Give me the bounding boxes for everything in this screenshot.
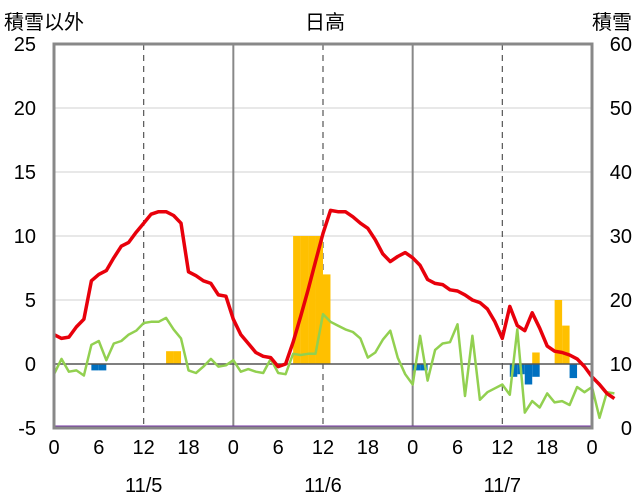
blue-bar — [91, 364, 99, 371]
y-left-tick-label: 20 — [14, 98, 36, 120]
x-tick-label: 6 — [273, 437, 284, 459]
x-tick-label: 0 — [407, 437, 418, 459]
blue-bar — [98, 364, 107, 371]
y-right-tick-label: 50 — [610, 98, 632, 120]
y-left-tick-label: 0 — [25, 354, 36, 376]
date-label: 11/5 — [125, 475, 162, 497]
x-tick-label: 12 — [491, 437, 513, 459]
date-label: 11/7 — [484, 475, 521, 497]
y-right-tick-label: 0 — [621, 418, 632, 440]
x-tick-label: 0 — [48, 437, 59, 459]
plot-frame — [52, 42, 594, 430]
orange-bar — [532, 352, 540, 364]
y-left-tick-label: 15 — [14, 162, 36, 184]
y-left-tick-label: 25 — [14, 34, 36, 56]
y-left-tick-label: -5 — [18, 418, 36, 440]
x-tick-label: 6 — [452, 437, 463, 459]
orange-bar — [554, 300, 563, 364]
chart-title: 日高 — [305, 12, 345, 34]
orange-bar — [166, 351, 174, 364]
x-tick-label: 12 — [312, 437, 334, 459]
right-axis-title: 積雪 — [592, 12, 632, 34]
blue-bar — [420, 364, 428, 371]
x-tick-label: 18 — [357, 437, 379, 459]
y-right-tick-label: 30 — [610, 226, 632, 248]
orange-bar — [315, 236, 323, 364]
orange-bar — [308, 236, 316, 364]
x-tick-label: 0 — [586, 437, 597, 459]
x-tick-label: 18 — [536, 437, 558, 459]
y-left-tick-label: 5 — [25, 290, 36, 312]
date-label: 11/6 — [304, 475, 341, 497]
y-right-tick-label: 40 — [610, 162, 632, 184]
temperature-line — [53, 208, 616, 401]
green-series-line — [52, 312, 615, 420]
x-tick-label: 12 — [133, 437, 155, 459]
blue-bar — [569, 364, 578, 379]
y-left-tick-label: 10 — [14, 226, 36, 248]
x-tick-label: 0 — [228, 437, 239, 459]
orange-bar — [293, 236, 301, 364]
x-tick-label: 18 — [177, 437, 199, 459]
orange-bar — [173, 351, 182, 364]
y-right-tick-label: 20 — [610, 290, 632, 312]
left-axis-title: 積雪以外 — [4, 12, 84, 34]
x-tick-label: 6 — [93, 437, 104, 459]
y-right-tick-label: 10 — [610, 354, 632, 376]
orange-bar — [562, 325, 570, 364]
blue-bar — [532, 364, 540, 377]
y-right-tick-label: 60 — [610, 34, 632, 56]
blue-bar — [524, 364, 533, 385]
